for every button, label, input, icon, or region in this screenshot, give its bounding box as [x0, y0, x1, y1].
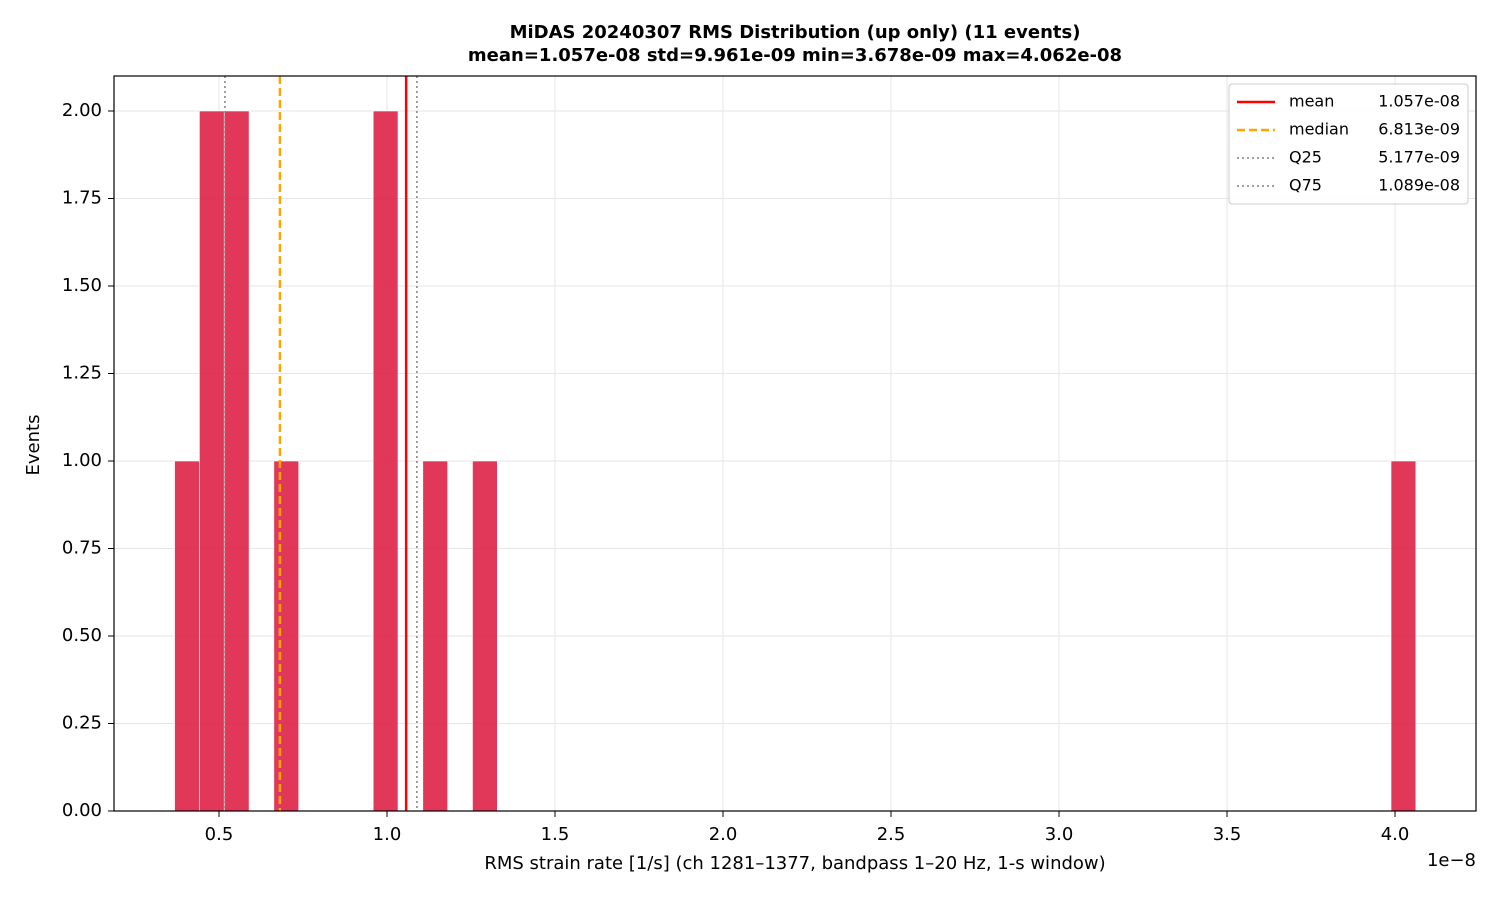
y-tick-label: 0.25: [62, 713, 102, 734]
x-tick-label: 3.0: [1045, 824, 1074, 845]
bar: [422, 460, 448, 812]
y-axis-label: Events: [23, 415, 44, 476]
legend-label: mean: [1289, 92, 1334, 111]
bar: [199, 110, 225, 812]
bar: [174, 460, 200, 812]
x-tick-label: 0.5: [205, 824, 234, 845]
y-tick-label: 0.00: [62, 800, 102, 821]
legend-label: median: [1289, 120, 1349, 139]
y-tick-label: 1.50: [62, 275, 102, 296]
legend-value: 1.089e-08: [1378, 176, 1460, 195]
legend-value: 6.813e-09: [1378, 120, 1460, 139]
x-tick-label: 1.5: [541, 824, 570, 845]
chart-subtitle: mean=1.057e-08 std=9.961e-09 min=3.678e-…: [468, 45, 1122, 66]
x-tick-label: 1.0: [373, 824, 402, 845]
legend-label: Q75: [1289, 176, 1322, 195]
y-tick-label: 2.00: [62, 100, 102, 121]
x-tick-label: 4.0: [1381, 824, 1410, 845]
bar: [1390, 460, 1417, 812]
y-tick-label: 1.25: [62, 363, 102, 384]
x-axis-label: RMS strain rate [1/s] (ch 1281–1377, ban…: [484, 853, 1105, 874]
bar: [273, 460, 300, 812]
y-tick-label: 0.50: [62, 625, 102, 646]
legend-value: 5.177e-09: [1378, 148, 1460, 167]
legend-box: [1228, 83, 1469, 205]
x-tick-label: 2.5: [877, 824, 906, 845]
y-tick-label: 0.75: [62, 538, 102, 559]
y-tick-label: 1.00: [62, 450, 102, 471]
legend-value: 1.057e-08: [1378, 92, 1460, 111]
bar: [472, 460, 498, 812]
y-tick-label: 1.75: [62, 188, 102, 209]
x-offset-label: 1e−8: [1427, 850, 1476, 871]
legend-label: Q25: [1289, 148, 1322, 167]
axes-frame: [113, 75, 1477, 812]
bar: [223, 110, 250, 812]
bar: [372, 110, 399, 812]
x-tick-label: 2.0: [709, 824, 738, 845]
chart-title: MiDAS 20240307 RMS Distribution (up only…: [510, 22, 1081, 43]
x-tick-label: 3.5: [1213, 824, 1242, 845]
